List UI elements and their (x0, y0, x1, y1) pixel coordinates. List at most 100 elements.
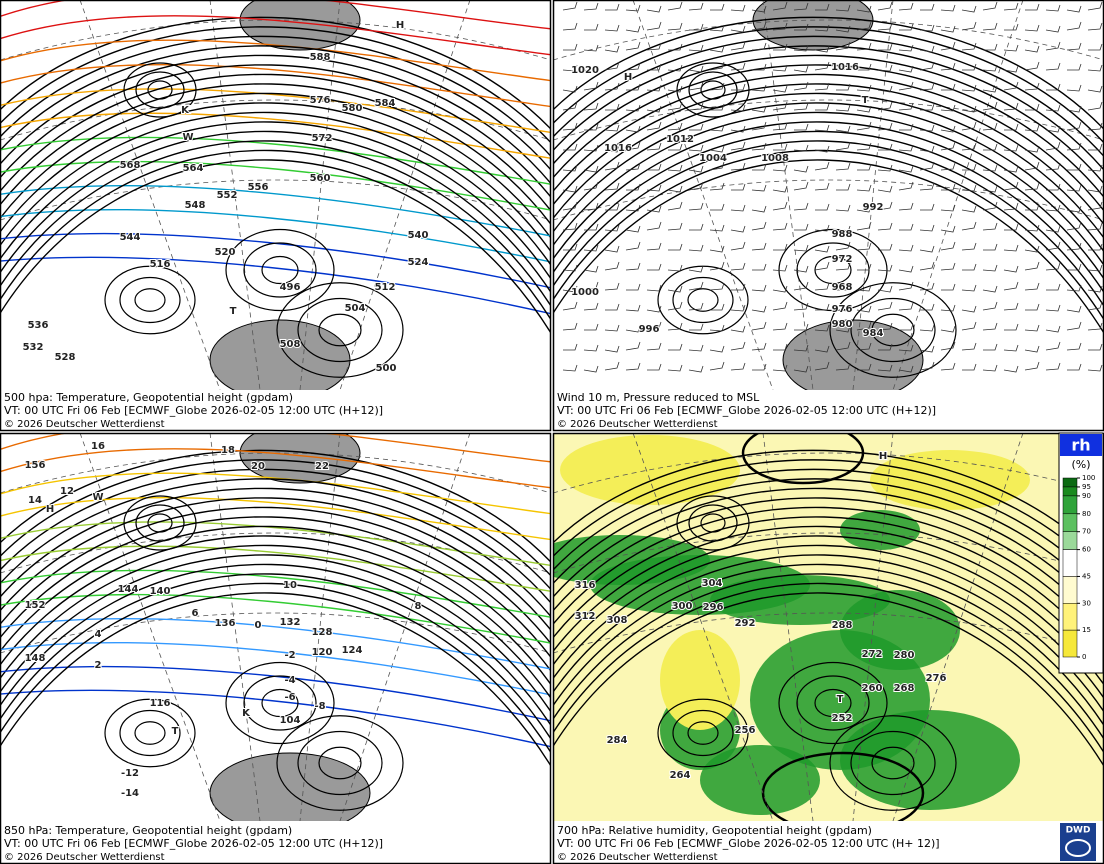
wind-barb (983, 43, 998, 51)
temperature-contour (0, 472, 551, 515)
closed-contour (147, 513, 173, 533)
wind-barb (709, 324, 725, 332)
wind-barb (668, 243, 683, 251)
height-contour (553, 468, 1104, 591)
contour-label: -4 (284, 675, 295, 686)
wind-barb (646, 321, 662, 331)
logo: DWD (1066, 826, 1091, 836)
height-contour (0, 64, 551, 199)
wind-barb (667, 22, 683, 31)
wind-barb (1045, 141, 1061, 151)
height-contour (553, 64, 1104, 199)
wind-barb (835, 162, 851, 171)
map-panel (552, 0, 1104, 432)
wind-barb (814, 45, 830, 53)
wind-barb (1003, 144, 1019, 152)
wind-barb (562, 322, 578, 331)
temperature-contour (0, 39, 551, 82)
wind-barb (646, 342, 662, 351)
closed-contour (134, 721, 166, 745)
wind-barb (1003, 365, 1019, 373)
closed-contour (796, 675, 870, 731)
wind-barb (982, 64, 998, 72)
contour-label: K (242, 708, 251, 719)
wind-barb (940, 4, 956, 12)
wind-barb (667, 301, 683, 311)
wind-barb (710, 303, 725, 311)
closed-contour (850, 297, 936, 363)
wind-barb (877, 1, 893, 11)
wind-barb (772, 101, 788, 111)
wind-barb (814, 124, 830, 132)
wind-barb (1066, 221, 1082, 231)
height-contour (553, 506, 1104, 646)
wind-barb (1066, 5, 1082, 13)
wind-barb (856, 42, 872, 51)
contour-label: 316 (575, 580, 596, 591)
contour-label: 984 (863, 328, 884, 339)
height-contour (0, 149, 551, 322)
wind-barb (752, 63, 767, 71)
wind-barb (583, 244, 599, 252)
contour-label: H (46, 504, 54, 515)
contour-label: H (879, 451, 887, 462)
wind-barb (940, 304, 956, 312)
wind-barb (961, 142, 977, 151)
contour-label: 976 (832, 304, 853, 315)
wind-barb (793, 144, 809, 152)
wind-barb (856, 284, 872, 292)
wind-barb (962, 363, 977, 371)
closed-contour (147, 80, 173, 100)
height-contour (0, 573, 551, 741)
wind-barb (583, 65, 599, 73)
contour-label: 528 (55, 352, 76, 363)
wind-barb (962, 163, 977, 171)
wind-barb (563, 43, 578, 51)
wind-barb (794, 223, 809, 231)
wind-barb (604, 161, 620, 171)
wind-barb (920, 203, 935, 211)
temperature-contour (0, 160, 551, 211)
wind-barb (667, 222, 683, 231)
wind-barb (1087, 301, 1103, 311)
wind-barb (1024, 182, 1040, 191)
wind-barb (898, 44, 914, 52)
wind-barb (1087, 101, 1103, 111)
wind-barb (961, 121, 977, 131)
wind-barb (667, 1, 683, 11)
wind-barb (899, 323, 914, 331)
height-contour (553, 73, 1104, 213)
height-contour (0, 478, 551, 605)
closed-contour (700, 80, 726, 100)
temperature-contour (0, 256, 551, 315)
height-contour (0, 102, 551, 254)
wind-barb (625, 262, 641, 271)
wind-barb (1066, 121, 1082, 131)
temperature-contour (0, 496, 551, 541)
wind-barb (940, 41, 956, 51)
map-area (0, 0, 551, 390)
graticule (553, 19, 1104, 61)
wind-barb (1024, 282, 1040, 291)
contour-label: 548 (185, 200, 206, 211)
closed-contour (119, 276, 181, 324)
closed-contour (261, 688, 299, 718)
valid-time: VT: 00 UTC Fri 06 Feb [ECMWF_Globe 2026-… (557, 837, 940, 850)
contour-label: 4 (95, 629, 102, 640)
wind-barb (878, 143, 893, 151)
wind-barb (731, 283, 746, 291)
humidity-area (710, 575, 890, 625)
height-contour (553, 83, 1104, 226)
wind-barb (1087, 85, 1103, 93)
wind-barb (940, 241, 956, 251)
wind-barb (940, 104, 956, 112)
wind-barb (919, 45, 935, 53)
wind-barb (815, 3, 830, 11)
wind-barb (646, 221, 662, 231)
contour-label: 572 (312, 133, 333, 144)
closed-contour (871, 746, 915, 780)
wind-barb (940, 225, 956, 233)
legend-swatch (1062, 629, 1078, 658)
wind-barb (604, 61, 620, 71)
wind-barb (1004, 123, 1019, 131)
